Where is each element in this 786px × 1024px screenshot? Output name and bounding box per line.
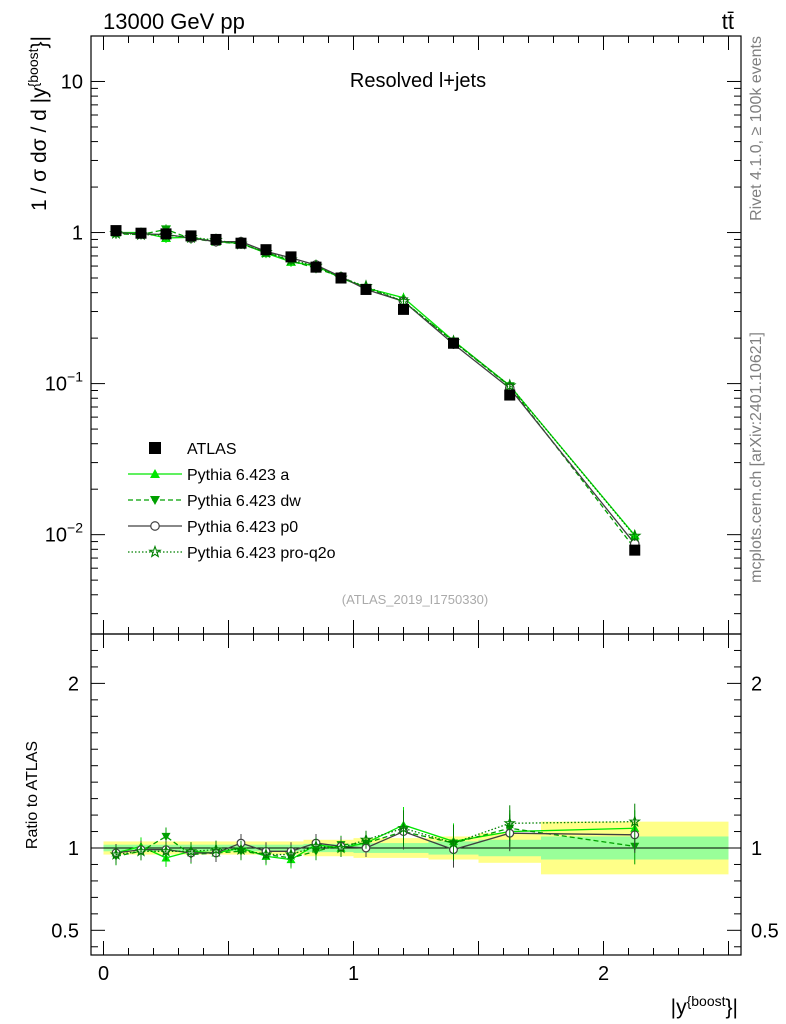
ratio-point-pro	[334, 841, 348, 854]
data-point	[185, 230, 197, 242]
watermark: (ATLAS_2019_I1750330)	[342, 592, 488, 607]
legend-label-a: Pythia 6.423 a	[187, 467, 289, 484]
ratio-y-axis-label: Ratio to ATLAS	[24, 741, 41, 849]
ratio-y-tick-label: 1	[68, 838, 79, 860]
ratio-y-tick-label: 0.5	[51, 920, 79, 942]
y-tick-label: 10	[61, 71, 83, 93]
point-pro	[502, 378, 517, 392]
ratio-point-dw	[161, 832, 171, 841]
rivet-label: Rivet 4.1.0, ≥ 100k events	[748, 36, 765, 221]
header-left: 13000 GeV pp	[103, 9, 245, 34]
ratio-point-pro	[447, 836, 460, 849]
y-tick-label: 1	[72, 223, 83, 245]
ratio-point-pro	[109, 847, 123, 860]
series-data	[110, 225, 641, 556]
legend-marker-dw	[150, 496, 160, 505]
ratio-point-pro	[159, 844, 173, 857]
line-a	[116, 231, 636, 536]
x-axis-label: |y{boost}|	[671, 993, 738, 1019]
data-point	[398, 303, 409, 315]
ratio-point-pro	[184, 844, 198, 857]
header-right: tt̄	[722, 9, 734, 34]
ratio-plot: 0 1 2 0.5 0.5 1 1 2 2	[51, 36, 779, 985]
ratio-point-pro	[359, 833, 373, 846]
legend-label-pro: Pythia 6.423 pro-q2o	[187, 545, 336, 562]
legend-marker-data	[149, 442, 161, 454]
line-pro	[115, 232, 636, 537]
point-pro	[627, 528, 642, 542]
ratio-point-pro	[284, 847, 298, 860]
legend-label-dw: Pythia 6.423 dw	[187, 493, 301, 510]
legend-item-pro: Pythia 6.423 pro-q2o	[128, 544, 336, 562]
legend-item-data: ATLAS	[149, 441, 237, 458]
ratio-y-tick-label-right: 2	[751, 673, 762, 695]
ratio-point-pro	[134, 844, 148, 857]
ratio-point-pro	[209, 843, 223, 855]
ratio-point-pro	[259, 847, 273, 860]
data-point	[285, 251, 297, 263]
mcplots-label: mcplots.cern.ch [arXiv:2401.10621]	[748, 332, 765, 583]
data-point	[335, 272, 347, 284]
ratio-point-pro	[397, 821, 410, 834]
data-point	[135, 227, 147, 239]
ratio-point-pro	[309, 839, 323, 852]
data-point	[310, 261, 322, 273]
ratio-frame	[90, 633, 742, 956]
ratio-y-tick-label: 2	[68, 673, 79, 695]
data-point	[235, 237, 247, 249]
legend-label-data: ATLAS	[187, 441, 237, 458]
ratio-point-pro	[628, 815, 642, 827]
data-point	[504, 389, 516, 401]
data-point	[210, 233, 222, 245]
data-point	[629, 544, 641, 556]
x-tick-label: 0	[98, 963, 109, 985]
data-point	[160, 228, 172, 240]
main-plot: 10−2 10−1 1 10	[45, 35, 742, 955]
legend-label-p0: Pythia 6.423 p0	[187, 519, 298, 536]
legend-marker-p0	[150, 521, 160, 531]
data-point	[110, 225, 122, 237]
legend-marker-a	[150, 469, 160, 478]
ratio-point-pro	[503, 816, 517, 829]
data-point	[260, 244, 272, 256]
legend: ATLAS Pythia 6.423 a Pythia 6.423 dw Pythia…	[128, 441, 336, 562]
y-tick-label: 10−1	[45, 369, 83, 396]
main-y-axis-label: 1 / σ dσ / d |y{boost}|	[25, 36, 51, 211]
ratio-y-tick-label-right: 1	[751, 838, 762, 860]
legend-item-dw: Pythia 6.423 dw	[128, 493, 301, 510]
legend-item-p0: Pythia 6.423 p0	[128, 519, 298, 536]
data-point	[448, 337, 459, 349]
ratio-series-pro	[109, 803, 642, 864]
ratio-point-pro	[234, 843, 248, 855]
x-tick-label: 1	[348, 963, 359, 985]
data-point	[360, 283, 372, 295]
ratio-y-tick-label-right: 0.5	[751, 920, 779, 942]
x-tick-label: 2	[598, 963, 609, 985]
point-pro	[396, 294, 411, 308]
legend-marker-pro	[148, 544, 162, 558]
legend-item-a: Pythia 6.423 a	[128, 467, 289, 484]
chart-title: Resolved l+jets	[350, 70, 486, 92]
y-tick-label: 10−2	[45, 520, 83, 547]
